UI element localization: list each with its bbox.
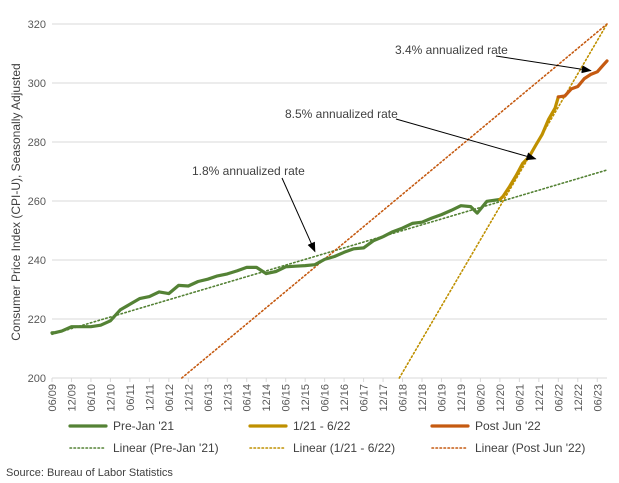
x-tick-label: 06/17 — [359, 384, 371, 412]
x-tick-label: 12/12 — [183, 384, 195, 412]
x-tick-label: 12/19 — [456, 384, 468, 412]
x-tick-label: 12/15 — [300, 384, 312, 412]
annotation-arrow — [281, 177, 316, 253]
x-tick-label: 06/21 — [514, 384, 526, 412]
y-tick-label: 320 — [28, 19, 46, 31]
legend-label: Post Jun '22 — [475, 419, 541, 433]
series-line-2 — [498, 95, 560, 202]
x-tick-label: 06/13 — [203, 384, 215, 412]
legend-label: Pre-Jan '21 — [113, 419, 174, 433]
x-tick-label: 06/15 — [281, 384, 293, 412]
legend-label: Linear (Pre-Jan '21) — [113, 441, 219, 455]
y-tick-label: 240 — [28, 255, 46, 267]
x-tick-label: 06/19 — [436, 384, 448, 412]
x-tick-label: 06/23 — [592, 384, 604, 412]
legend: Pre-Jan '21 1/21 - 6/22 Post Jun '22 Linear… — [68, 419, 585, 455]
x-tick-label: 12/17 — [378, 384, 390, 412]
x-tick-label: 06/12 — [164, 384, 176, 412]
legend-label: Linear (Post Jun '22) — [475, 441, 585, 455]
y-tick-label: 280 — [28, 137, 46, 149]
x-tick-label: 06/20 — [475, 384, 487, 412]
x-axis-ticks: 06/09 12/09 06/10 12/10 06/11 12/11 06/12 12/12… — [47, 378, 604, 412]
x-tick-label: 12/10 — [105, 384, 117, 412]
series-line-4 — [51, 169, 608, 336]
source-note: Source: Bureau of Labor Statistics — [6, 467, 173, 479]
legend-label: 1/21 - 6/22 — [293, 419, 351, 433]
y-tick-label: 220 — [28, 314, 46, 326]
x-tick-label: 12/11 — [144, 384, 156, 411]
x-tick-label: 06/09 — [47, 384, 59, 412]
y-tick-label: 300 — [28, 78, 46, 90]
x-tick-label: 06/18 — [398, 384, 410, 412]
x-tick-label: 06/16 — [320, 384, 332, 412]
annotation-label: 1.8% annualized rate — [192, 164, 305, 178]
x-tick-label: 12/20 — [495, 384, 507, 412]
x-tick-label: 12/18 — [417, 384, 429, 412]
x-tick-label: 06/10 — [86, 384, 98, 412]
series-lines — [50, 23, 609, 379]
x-tick-label: 12/22 — [573, 384, 585, 412]
x-tick-label: 06/14 — [242, 384, 254, 412]
y-axis-ticks: 200 220 240 260 280 300 320 — [28, 19, 46, 385]
series-line-5 — [398, 23, 608, 379]
series-line-3 — [556, 59, 609, 99]
annotation-label: 8.5% annualized rate — [285, 107, 398, 121]
x-tick-label: 12/21 — [534, 384, 546, 412]
gridlines — [52, 23, 607, 320]
series-line-1 — [50, 197, 502, 335]
y-tick-label: 260 — [28, 196, 46, 208]
annotation-arrow — [395, 118, 537, 161]
annotations: 3.4% annualized rate 8.5% annualized rate… — [192, 43, 592, 253]
x-tick-label: 06/22 — [553, 384, 565, 412]
x-tick-label: 12/09 — [66, 384, 78, 412]
annotation-arrow — [495, 55, 592, 74]
annotation-label: 3.4% annualized rate — [395, 43, 508, 57]
x-tick-label: 12/16 — [339, 384, 351, 412]
series-line-6 — [181, 23, 608, 379]
x-tick-label: 12/13 — [222, 384, 234, 412]
legend-label: Linear (1/21 - 6/22) — [293, 441, 395, 455]
x-tick-label: 06/11 — [125, 384, 137, 411]
y-axis-label: Consumer Price Index (CPI-U), Seasonally… — [9, 63, 23, 340]
x-tick-label: 12/14 — [261, 384, 273, 412]
y-tick-label: 200 — [28, 373, 46, 385]
